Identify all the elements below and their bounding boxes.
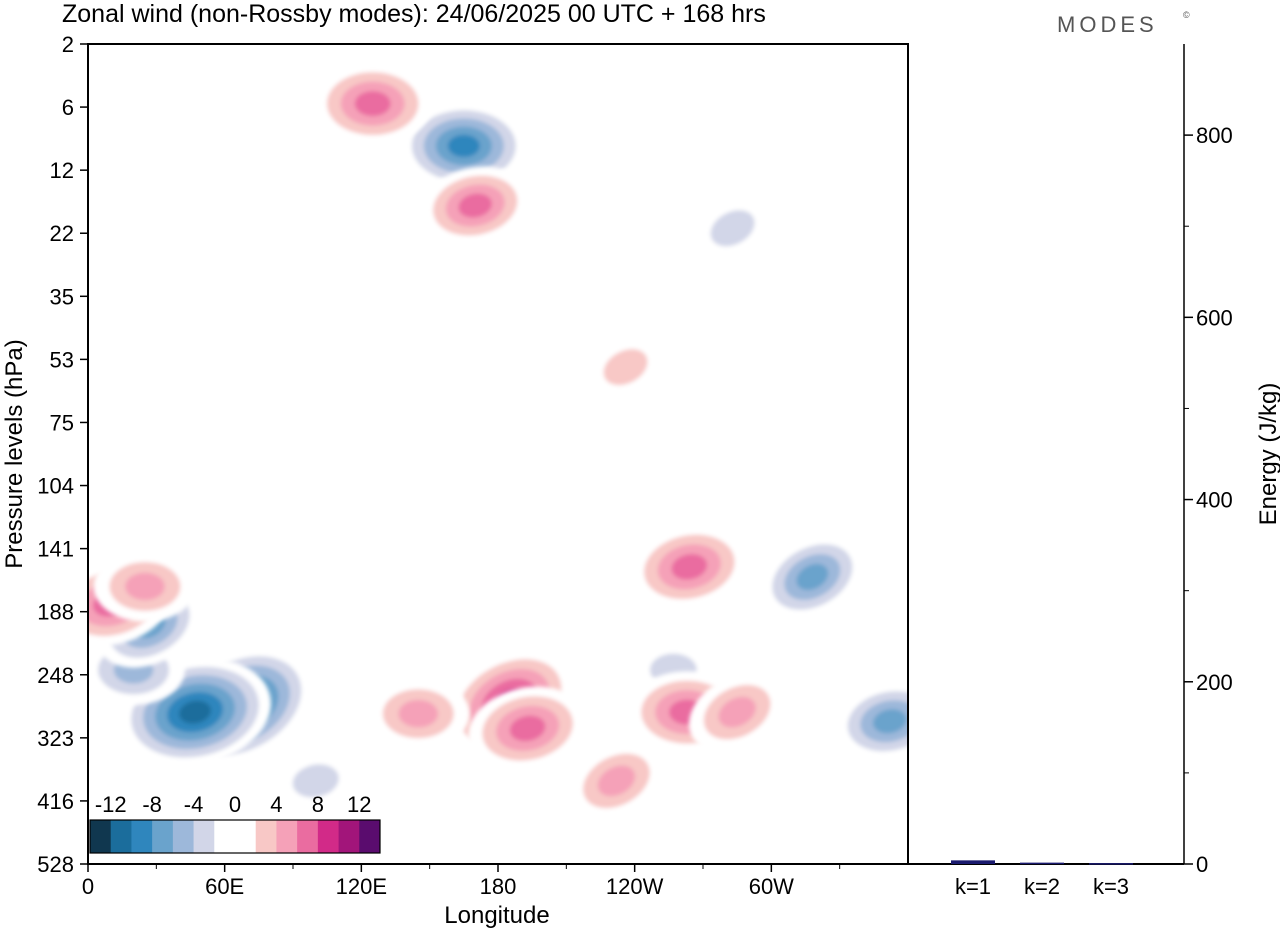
x-tick-label: 120W [606,874,664,899]
wind-contour [597,765,636,797]
colorbar: -12 -8 -4 0 4 8 12 [89,792,381,854]
wind-feature [367,678,470,749]
colorbar-swatch [297,820,319,853]
energy-bar [1089,863,1133,865]
energy-bars: k=1 k=2 k=3 [951,860,1133,899]
y-tick-label: 188 [37,600,74,625]
wind-contour [603,349,648,386]
wind-feature [93,551,197,622]
colorbar-swatch [255,820,277,853]
colorbar-swatch [152,820,174,853]
y-tick-label: 22 [50,221,74,246]
brand-logo: MODES [1057,12,1158,37]
wind-contour [293,460,362,509]
energy-axis: 0 200 400 600 800 [1184,123,1233,877]
colorbar-tick-label: 4 [270,792,282,817]
wind-contour [447,134,480,158]
wind-field [88,44,908,864]
brand-mark: © [1183,10,1190,20]
wind-feature [468,686,587,771]
wind-feature [630,524,749,609]
wind-contour [458,193,492,218]
energy-bar [951,860,995,864]
wind-feature [760,534,865,620]
y-tick-label: 323 [37,726,74,751]
colorbar-tick-label: -8 [142,792,162,817]
y-tick-label: 528 [37,852,74,877]
wind-contour [398,699,439,728]
x-tick-label: 60W [749,874,794,899]
y-tick-label: 248 [37,663,74,688]
colorbar-swatch [276,820,298,853]
x-tick-label: 0 [82,874,94,899]
colorbar-swatch [131,820,153,853]
wind-feature [692,195,773,262]
x-tick-label: 180 [480,874,517,899]
colorbar-swatch [359,820,381,853]
colorbar-swatch [110,820,132,853]
y-tick-label: 2 [62,32,74,57]
y-tick-label: 104 [37,474,74,499]
colorbar-tick-label: 12 [347,792,371,817]
colorbar-tick-label: 0 [229,792,241,817]
wind-feature [312,62,433,145]
colorbar-swatch [338,820,360,853]
y-tick-label: 12 [50,158,74,183]
y-tick-label: 53 [50,347,74,372]
y-tick-label: 6 [62,95,74,120]
wind-feature [293,460,362,509]
wind-contour [354,91,391,117]
y-tick-label: 141 [37,537,74,562]
y-tick-label: 35 [50,284,74,309]
longitude-axis: 0 60E 120E 180 120W 60W [82,864,841,899]
wind-feature [585,334,666,400]
energy-tick-label: 0 [1196,852,1208,877]
chart-title: Zonal wind (non-Rossby modes): 24/06/202… [62,0,766,28]
colorbar-swatch [193,820,215,853]
energy-tick-label: 200 [1196,670,1233,695]
energy-axis-label: Energy (J/kg) [1255,383,1280,526]
wind-contour [125,572,165,601]
wind-contour [710,210,755,247]
wind-feature [420,166,531,245]
colorbar-swatch [317,820,339,853]
wind-contour [179,700,212,724]
y-tick-label: 416 [37,789,74,814]
wind-feature [273,750,359,811]
wind-contour [671,554,708,580]
x-axis-label: Longitude [444,902,549,929]
wind-contour [873,709,907,734]
x-tick-label: 60E [205,874,244,899]
bar-category-label: k=2 [1024,874,1060,899]
x-tick-label: 120E [336,874,387,899]
wind-feature [568,741,665,821]
wind-contour [718,696,756,728]
energy-bar [1020,862,1064,865]
wind-feature [689,672,786,752]
energy-tick-label: 800 [1196,123,1233,148]
colorbar-swatch [90,820,112,853]
y-tick-label: 75 [50,410,74,435]
y-axis-label: Pressure levels (hPa) [1,339,28,568]
colorbar-tick-label: 8 [312,792,324,817]
energy-tick-label: 600 [1196,305,1233,330]
bar-category-label: k=3 [1093,874,1129,899]
colorbar-frame [89,819,381,854]
colorbar-swatch [235,820,257,853]
colorbar-swatch [214,820,236,853]
pressure-axis: 2 6 12 22 35 53 75 104 141 188 248 323 416 528 [37,32,88,877]
colorbar-tick-label: -4 [184,792,204,817]
wind-contour [796,563,829,591]
bar-category-label: k=1 [955,874,991,899]
wind-feature [834,682,908,761]
wind-contour [292,764,339,798]
energy-tick-label: 400 [1196,488,1233,513]
colorbar-swatch [172,820,194,853]
wind-contour [509,715,546,742]
colorbar-tick-label: -12 [95,792,127,817]
